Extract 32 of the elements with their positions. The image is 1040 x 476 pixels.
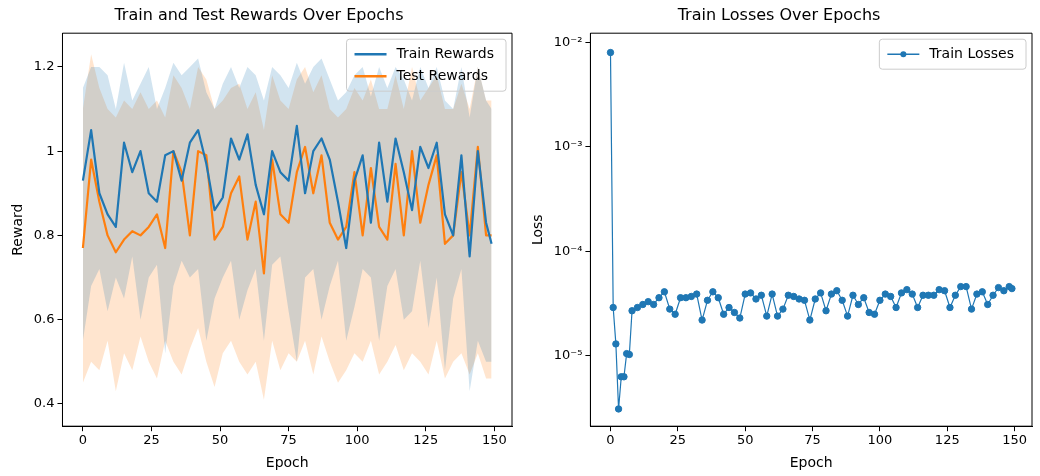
x-tick-label: 125 xyxy=(413,432,439,448)
x-tick-label: 0 xyxy=(78,432,88,448)
y-tick-label: 10⁻² xyxy=(553,33,583,49)
y-tick-label: 10⁻⁵ xyxy=(553,347,583,363)
y-tick-label: 1.2 xyxy=(33,58,55,74)
x-axis-title: Epoch xyxy=(789,454,833,471)
legend-label: Train Rewards xyxy=(395,44,495,61)
y-axis-title: Loss xyxy=(529,214,546,246)
y-tick-label: 0.8 xyxy=(33,226,55,242)
x-tick-label: 75 xyxy=(804,432,821,448)
x-tick-label: 100 xyxy=(344,432,370,448)
x-tick-label: 25 xyxy=(143,432,160,448)
y-tick-label: 10⁻⁴ xyxy=(553,242,583,258)
x-tick-label: 150 xyxy=(1002,432,1028,448)
legend-label: Test Rewards xyxy=(395,66,488,83)
y-tick-label: 1 xyxy=(46,142,55,158)
x-axis-title: Epoch xyxy=(265,454,309,471)
y-axis-title: Reward xyxy=(9,203,26,256)
x-tick-label: 150 xyxy=(481,432,507,448)
x-tick-label: 0 xyxy=(606,432,615,448)
y-tick-label: 0.6 xyxy=(33,311,55,327)
x-tick-label: 125 xyxy=(934,432,960,448)
y-tick-label: 0.4 xyxy=(33,395,55,411)
y-tick-label: 10⁻³ xyxy=(553,138,583,154)
chart-title: Train Losses Over Epochs xyxy=(676,4,881,24)
x-tick-label: 50 xyxy=(211,432,229,448)
chart-title: Train and Test Rewards Over Epochs xyxy=(113,4,404,24)
legend-label: Train Losses xyxy=(928,44,1014,61)
x-tick-label: 25 xyxy=(669,432,687,448)
x-tick-label: 50 xyxy=(736,432,754,448)
x-tick-label: 75 xyxy=(280,432,297,448)
x-tick-label: 100 xyxy=(867,432,893,448)
